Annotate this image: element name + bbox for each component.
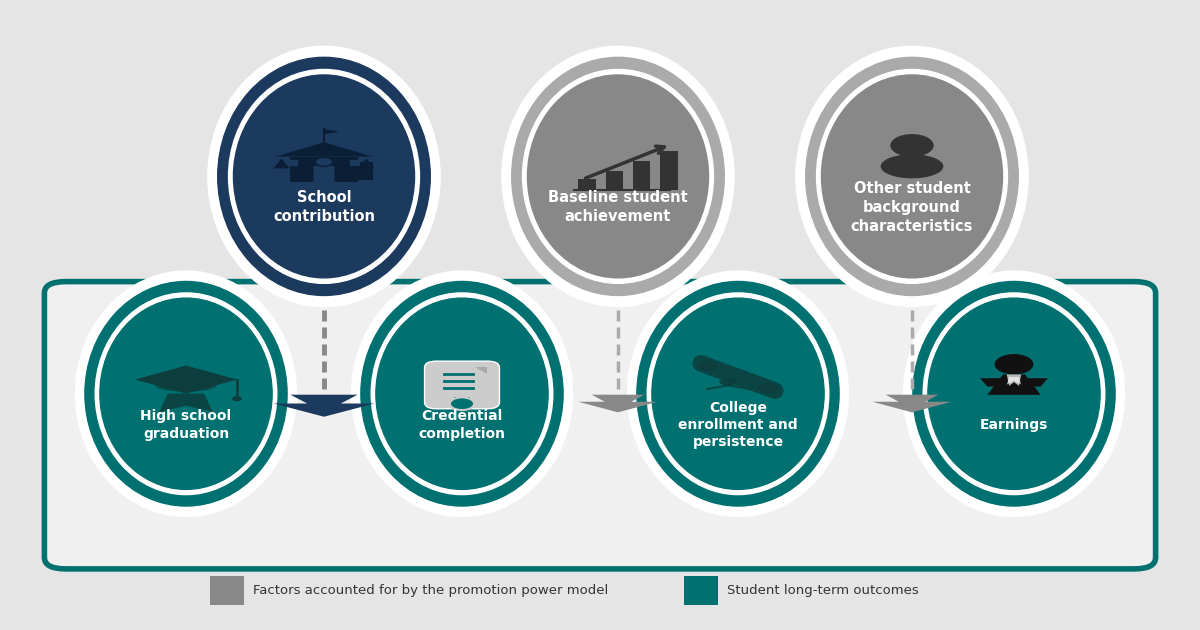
Ellipse shape [652, 298, 824, 490]
Polygon shape [462, 398, 470, 403]
Bar [350, 160, 360, 166]
Polygon shape [136, 365, 236, 394]
Polygon shape [872, 395, 952, 413]
Polygon shape [359, 159, 374, 168]
Polygon shape [980, 378, 1048, 387]
Circle shape [316, 158, 332, 166]
Polygon shape [454, 398, 462, 403]
Bar [632, 161, 650, 190]
Ellipse shape [208, 47, 440, 307]
Polygon shape [988, 374, 1040, 395]
Text: Student long-term outcomes: Student long-term outcomes [727, 584, 919, 597]
Polygon shape [1007, 377, 1021, 385]
Ellipse shape [228, 69, 420, 284]
Ellipse shape [85, 282, 287, 506]
Circle shape [232, 396, 241, 401]
Circle shape [698, 361, 718, 371]
Ellipse shape [637, 282, 839, 506]
Ellipse shape [528, 75, 708, 278]
Text: School
contribution: School contribution [274, 190, 374, 224]
Text: Earnings: Earnings [980, 418, 1048, 432]
Ellipse shape [234, 75, 414, 278]
Bar [319, 160, 329, 166]
Ellipse shape [352, 271, 572, 517]
Ellipse shape [156, 380, 216, 392]
Circle shape [450, 398, 474, 410]
Text: College
enrollment and
persistence: College enrollment and persistence [678, 401, 798, 449]
Circle shape [890, 134, 934, 157]
FancyBboxPatch shape [44, 282, 1156, 569]
Text: Factors accounted for by the promotion power model: Factors accounted for by the promotion p… [253, 584, 608, 597]
Ellipse shape [822, 75, 1002, 278]
Polygon shape [160, 394, 212, 412]
Ellipse shape [217, 57, 431, 295]
Polygon shape [1007, 374, 1021, 386]
Bar [289, 162, 305, 180]
Ellipse shape [904, 271, 1124, 517]
Text: Baseline student
achievement: Baseline student achievement [548, 190, 688, 224]
Polygon shape [324, 129, 338, 134]
Ellipse shape [376, 298, 548, 490]
Text: Credential
completion: Credential completion [419, 410, 505, 440]
Ellipse shape [371, 293, 553, 495]
Bar [289, 157, 359, 181]
Ellipse shape [928, 298, 1100, 490]
Circle shape [995, 354, 1033, 374]
Bar [210, 576, 244, 605]
Bar [359, 162, 373, 180]
Bar [578, 178, 595, 190]
Ellipse shape [502, 47, 734, 307]
Ellipse shape [628, 271, 848, 517]
Circle shape [758, 383, 778, 393]
Ellipse shape [95, 293, 277, 495]
Ellipse shape [511, 57, 725, 295]
Ellipse shape [76, 271, 296, 517]
Text: High school
graduation: High school graduation [140, 410, 232, 440]
Ellipse shape [913, 282, 1115, 506]
Ellipse shape [647, 293, 829, 495]
Ellipse shape [881, 154, 943, 178]
Polygon shape [276, 142, 372, 157]
FancyBboxPatch shape [313, 166, 335, 183]
Ellipse shape [522, 69, 714, 284]
Bar [660, 151, 678, 190]
Polygon shape [274, 159, 289, 168]
Ellipse shape [805, 57, 1019, 295]
Polygon shape [475, 367, 487, 374]
Text: Other student
background
characteristics: Other student background characteristics [851, 181, 973, 234]
Ellipse shape [923, 293, 1105, 495]
Bar [288, 160, 298, 166]
Bar [606, 171, 623, 190]
Ellipse shape [796, 47, 1028, 307]
FancyBboxPatch shape [425, 361, 499, 409]
Polygon shape [578, 395, 658, 413]
Ellipse shape [361, 282, 563, 506]
Polygon shape [274, 395, 374, 417]
Bar [684, 576, 718, 605]
Ellipse shape [719, 379, 737, 386]
Ellipse shape [816, 69, 1008, 284]
Ellipse shape [100, 298, 272, 490]
